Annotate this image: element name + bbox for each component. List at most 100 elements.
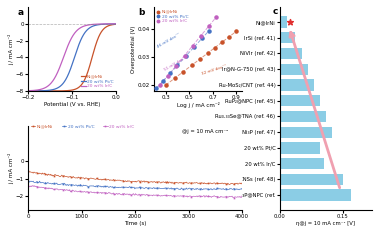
20 wt% Pt/C — [55, 87, 59, 90]
Bar — [280, 63, 308, 75]
20 wt% Ir/C — [90, 23, 94, 26]
Ni@IrNi — [36, 89, 41, 92]
Text: @j = 10 mA cm⁻²: @j = 10 mA cm⁻² — [182, 129, 229, 134]
20 wt% Ir/C — [114, 22, 118, 25]
Ni@IrNi — [240, 183, 244, 185]
Ni@IrNi — [114, 23, 118, 26]
20 wt% Ir/C — [61, 57, 65, 60]
Legend: Ni@IrNi, 20 wt% Pt/C, 20 wt% Ir/C: Ni@IrNi, 20 wt% Pt/C, 20 wt% Ir/C — [81, 74, 114, 89]
20 wt% Ir/C — [165, 74, 171, 77]
Bar — [280, 16, 287, 28]
20 wt% Ir/C — [26, 89, 30, 92]
Ni@IrNi — [219, 40, 225, 44]
Bar — [280, 126, 332, 138]
Ni@IrNi — [26, 169, 30, 172]
20 wt% Ir/C — [157, 194, 161, 197]
Ni@IrNi — [163, 83, 169, 87]
20 wt% Pt/C — [206, 188, 211, 190]
Ni@IrNi — [89, 57, 94, 60]
Text: c: c — [272, 7, 278, 16]
20 wt% Pt/C — [206, 29, 212, 32]
20 wt% Pt/C — [153, 187, 158, 190]
Text: 32 mV dec⁻¹: 32 mV dec⁻¹ — [201, 64, 227, 76]
20 wt% Pt/C — [191, 45, 197, 49]
20 wt% Pt/C — [153, 86, 159, 90]
Ni@IrNi — [188, 63, 194, 67]
Bar — [280, 111, 326, 122]
20 wt% Pt/C — [27, 180, 31, 183]
Line: 20 wt% Ir/C: 20 wt% Ir/C — [27, 185, 243, 198]
Bar — [280, 190, 351, 201]
20 wt% Ir/C — [153, 194, 157, 197]
20 wt% Pt/C — [174, 63, 180, 67]
Text: a: a — [18, 8, 24, 17]
Bar — [280, 174, 343, 185]
20 wt% Pt/C — [199, 36, 205, 40]
Ni@IrNi — [197, 57, 203, 61]
X-axis label: Potential (V vs. RHE): Potential (V vs. RHE) — [44, 101, 100, 106]
20 wt% Pt/C — [36, 89, 41, 92]
20 wt% Ir/C — [220, 196, 224, 198]
Bar — [280, 32, 295, 43]
20 wt% Pt/C — [210, 189, 214, 191]
20 wt% Ir/C — [206, 194, 211, 197]
20 wt% Pt/C — [26, 180, 30, 182]
X-axis label: η@j = 10 mA cm⁻¹ [V]: η@j = 10 mA cm⁻¹ [V] — [296, 221, 355, 226]
20 wt% Ir/C — [27, 185, 31, 188]
20 wt% Pt/C — [157, 186, 161, 189]
20 wt% Ir/C — [26, 184, 30, 187]
Legend: Ni@IrNi, 20 wt% Pt/C, 20 wt% Ir/C: Ni@IrNi, 20 wt% Pt/C, 20 wt% Ir/C — [156, 9, 189, 24]
Line: 20 wt% Ir/C: 20 wt% Ir/C — [28, 24, 116, 91]
Ni@IrNi — [55, 89, 59, 92]
Bar — [280, 158, 324, 169]
20 wt% Pt/C — [89, 25, 94, 28]
20 wt% Ir/C — [198, 34, 204, 38]
Line: 20 wt% Pt/C: 20 wt% Pt/C — [27, 180, 243, 191]
X-axis label: Time (s): Time (s) — [124, 221, 146, 226]
20 wt% Pt/C — [61, 82, 65, 85]
20 wt% Pt/C — [240, 188, 244, 191]
Line: Ni@IrNi: Ni@IrNi — [28, 24, 116, 91]
Ni@IrNi — [220, 181, 224, 184]
20 wt% Ir/C — [81, 25, 86, 28]
X-axis label: Log j / mA cm⁻²: Log j / mA cm⁻² — [177, 101, 220, 108]
Ni@IrNi — [153, 180, 157, 183]
Ni@IrNi — [153, 181, 158, 184]
20 wt% Pt/C — [167, 71, 173, 75]
20 wt% Ir/C — [153, 194, 158, 197]
20 wt% Ir/C — [190, 44, 196, 47]
Ni@IrNi — [26, 89, 30, 92]
20 wt% Ir/C — [232, 196, 237, 199]
Y-axis label: j / mA cm⁻²: j / mA cm⁻² — [9, 152, 15, 184]
20 wt% Ir/C — [240, 194, 244, 197]
20 wt% Pt/C — [160, 79, 166, 83]
20 wt% Ir/C — [89, 23, 94, 26]
Text: b: b — [138, 8, 144, 17]
Ni@IrNi — [205, 51, 211, 55]
Bar — [280, 48, 302, 59]
20 wt% Pt/C — [220, 188, 225, 190]
20 wt% Pt/C — [153, 187, 157, 190]
Bar — [280, 142, 320, 154]
Point — [287, 20, 293, 24]
Ni@IrNi — [61, 89, 65, 92]
Ni@IrNi — [225, 183, 229, 186]
20 wt% Ir/C — [173, 64, 179, 67]
20 wt% Ir/C — [213, 15, 219, 19]
Bar — [280, 79, 314, 91]
20 wt% Ir/C — [206, 24, 212, 28]
Line: 20 wt% Pt/C: 20 wt% Pt/C — [28, 24, 116, 91]
Ni@IrNi — [157, 180, 161, 183]
Legend: Ni@IrNi, 20 wt% Pt/C, 20 wt% Ir/C: Ni@IrNi, 20 wt% Pt/C, 20 wt% Ir/C — [30, 124, 135, 129]
Bar — [280, 95, 320, 106]
20 wt% Pt/C — [183, 54, 189, 58]
20 wt% Ir/C — [55, 72, 59, 75]
20 wt% Ir/C — [36, 88, 41, 91]
Text: 46 mV dec⁻¹: 46 mV dec⁻¹ — [156, 33, 180, 49]
Ni@IrNi — [206, 182, 211, 185]
Y-axis label: j / mA cm⁻²: j / mA cm⁻² — [9, 33, 15, 65]
20 wt% Pt/C — [26, 89, 30, 92]
Ni@IrNi — [233, 30, 239, 33]
20 wt% Pt/C — [90, 25, 94, 28]
Ni@IrNi — [212, 46, 218, 49]
